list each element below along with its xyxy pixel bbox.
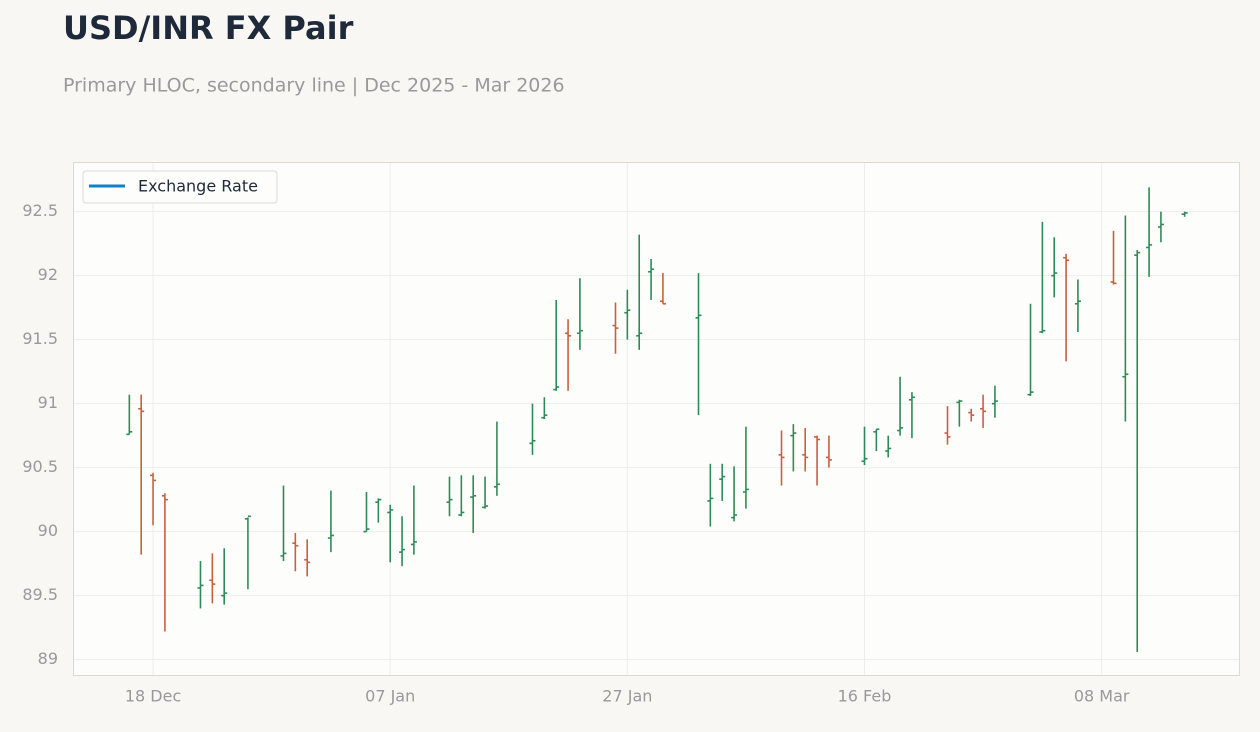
chart-title: USD/INR FX Pair <box>63 9 354 47</box>
y-tick-label: 92 <box>38 265 58 284</box>
x-tick-label: 08 Mar <box>1074 687 1130 706</box>
y-tick-label: 92.5 <box>22 201 58 220</box>
y-tick-label: 91 <box>38 393 58 412</box>
chart-subtitle: Primary HLOC, secondary line | Dec 2025 … <box>63 75 565 97</box>
y-tick-label: 89.5 <box>22 585 58 604</box>
x-tick-label: 18 Dec <box>125 687 181 706</box>
y-tick-label: 89 <box>38 649 58 668</box>
y-tick-label: 91.5 <box>22 329 58 348</box>
x-tick-label: 27 Jan <box>602 687 652 706</box>
y-tick-label: 90 <box>38 521 58 540</box>
x-tick-label: 16 Feb <box>838 687 892 706</box>
legend-label: Exchange Rate <box>138 177 258 196</box>
legend-box <box>82 170 278 204</box>
plot-area <box>73 162 1240 676</box>
x-tick-label: 07 Jan <box>365 687 415 706</box>
y-tick-label: 90.5 <box>22 457 58 476</box>
